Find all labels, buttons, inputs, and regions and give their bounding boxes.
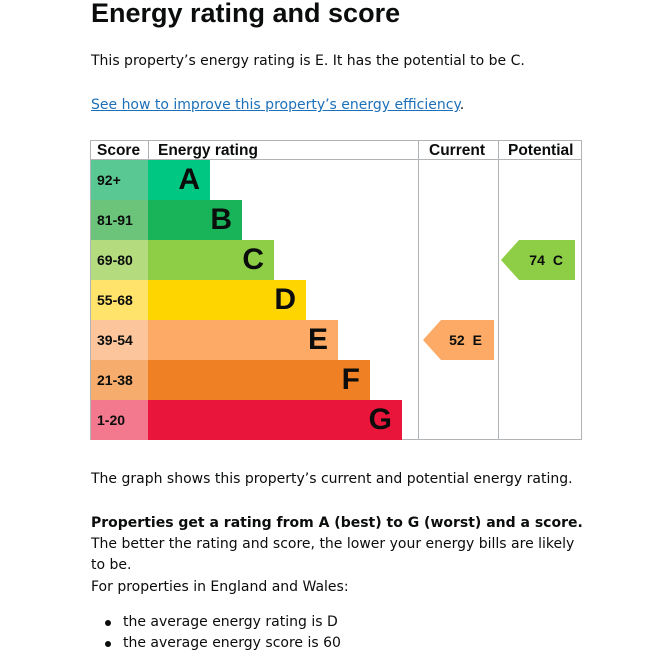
- potential-score: 74: [529, 252, 545, 268]
- grid-hline: [90, 159, 582, 160]
- rating-explanation-rest: The better the rating and score, the low…: [91, 536, 575, 573]
- rating-explanation: Properties get a rating from A (best) to…: [91, 513, 586, 576]
- grid-vline: [581, 140, 582, 440]
- score-range-c: 69-80: [91, 240, 148, 280]
- rating-bar-e: E: [148, 320, 338, 360]
- current-score: 52: [449, 332, 465, 348]
- page-title: Energy rating and score: [91, 0, 401, 28]
- average-rating-item: the average energy rating is D: [91, 612, 341, 633]
- graph-description: The graph shows this property’s current …: [91, 471, 573, 487]
- score-range-d: 55-68: [91, 280, 148, 320]
- grid-vline: [498, 140, 499, 440]
- energy-rating-header: Energy rating: [158, 142, 258, 159]
- score-range-g: 1-20: [91, 400, 148, 440]
- rating-summary: This property’s energy rating is E. It h…: [91, 53, 525, 69]
- score-header: Score: [97, 142, 141, 159]
- grid-vline: [418, 140, 419, 440]
- potential-letter: C: [552, 252, 563, 268]
- average-rating-list: the average energy rating is D the avera…: [91, 612, 341, 654]
- score-range-b: 81-91: [91, 200, 148, 240]
- improve-link-suffix: .: [459, 97, 465, 113]
- grid-vline: [90, 140, 91, 440]
- score-range-e: 39-54: [91, 320, 148, 360]
- current-header: Current: [429, 142, 485, 159]
- rating-bar-d: D: [148, 280, 306, 320]
- rating-bar-a: A: [148, 160, 210, 200]
- rating-bar-b: B: [148, 200, 242, 240]
- potential-rating-arrow: 74 C: [501, 240, 575, 280]
- grid-hline: [90, 140, 582, 141]
- rating-explanation-bold: Properties get a rating from A (best) to…: [91, 515, 583, 531]
- grid-vline: [148, 140, 149, 160]
- energy-rating-chart: Score Energy rating Current Potential 92…: [90, 140, 582, 440]
- rating-bar-g: G: [148, 400, 402, 440]
- rating-bar-c: C: [148, 240, 274, 280]
- score-range-f: 21-38: [91, 360, 148, 400]
- score-range-a: 92+: [91, 160, 148, 200]
- current-rating-arrow: 52 E: [423, 320, 494, 360]
- region-intro: For properties in England and Wales:: [91, 579, 349, 595]
- rating-bar-f: F: [148, 360, 370, 400]
- average-score-item: the average energy score is 60: [91, 633, 341, 654]
- improve-efficiency-link[interactable]: See how to improve this property’s energ…: [91, 97, 460, 113]
- current-letter: E: [472, 332, 482, 348]
- improve-paragraph: See how to improve this property’s energ…: [91, 95, 591, 116]
- potential-header: Potential: [508, 142, 574, 159]
